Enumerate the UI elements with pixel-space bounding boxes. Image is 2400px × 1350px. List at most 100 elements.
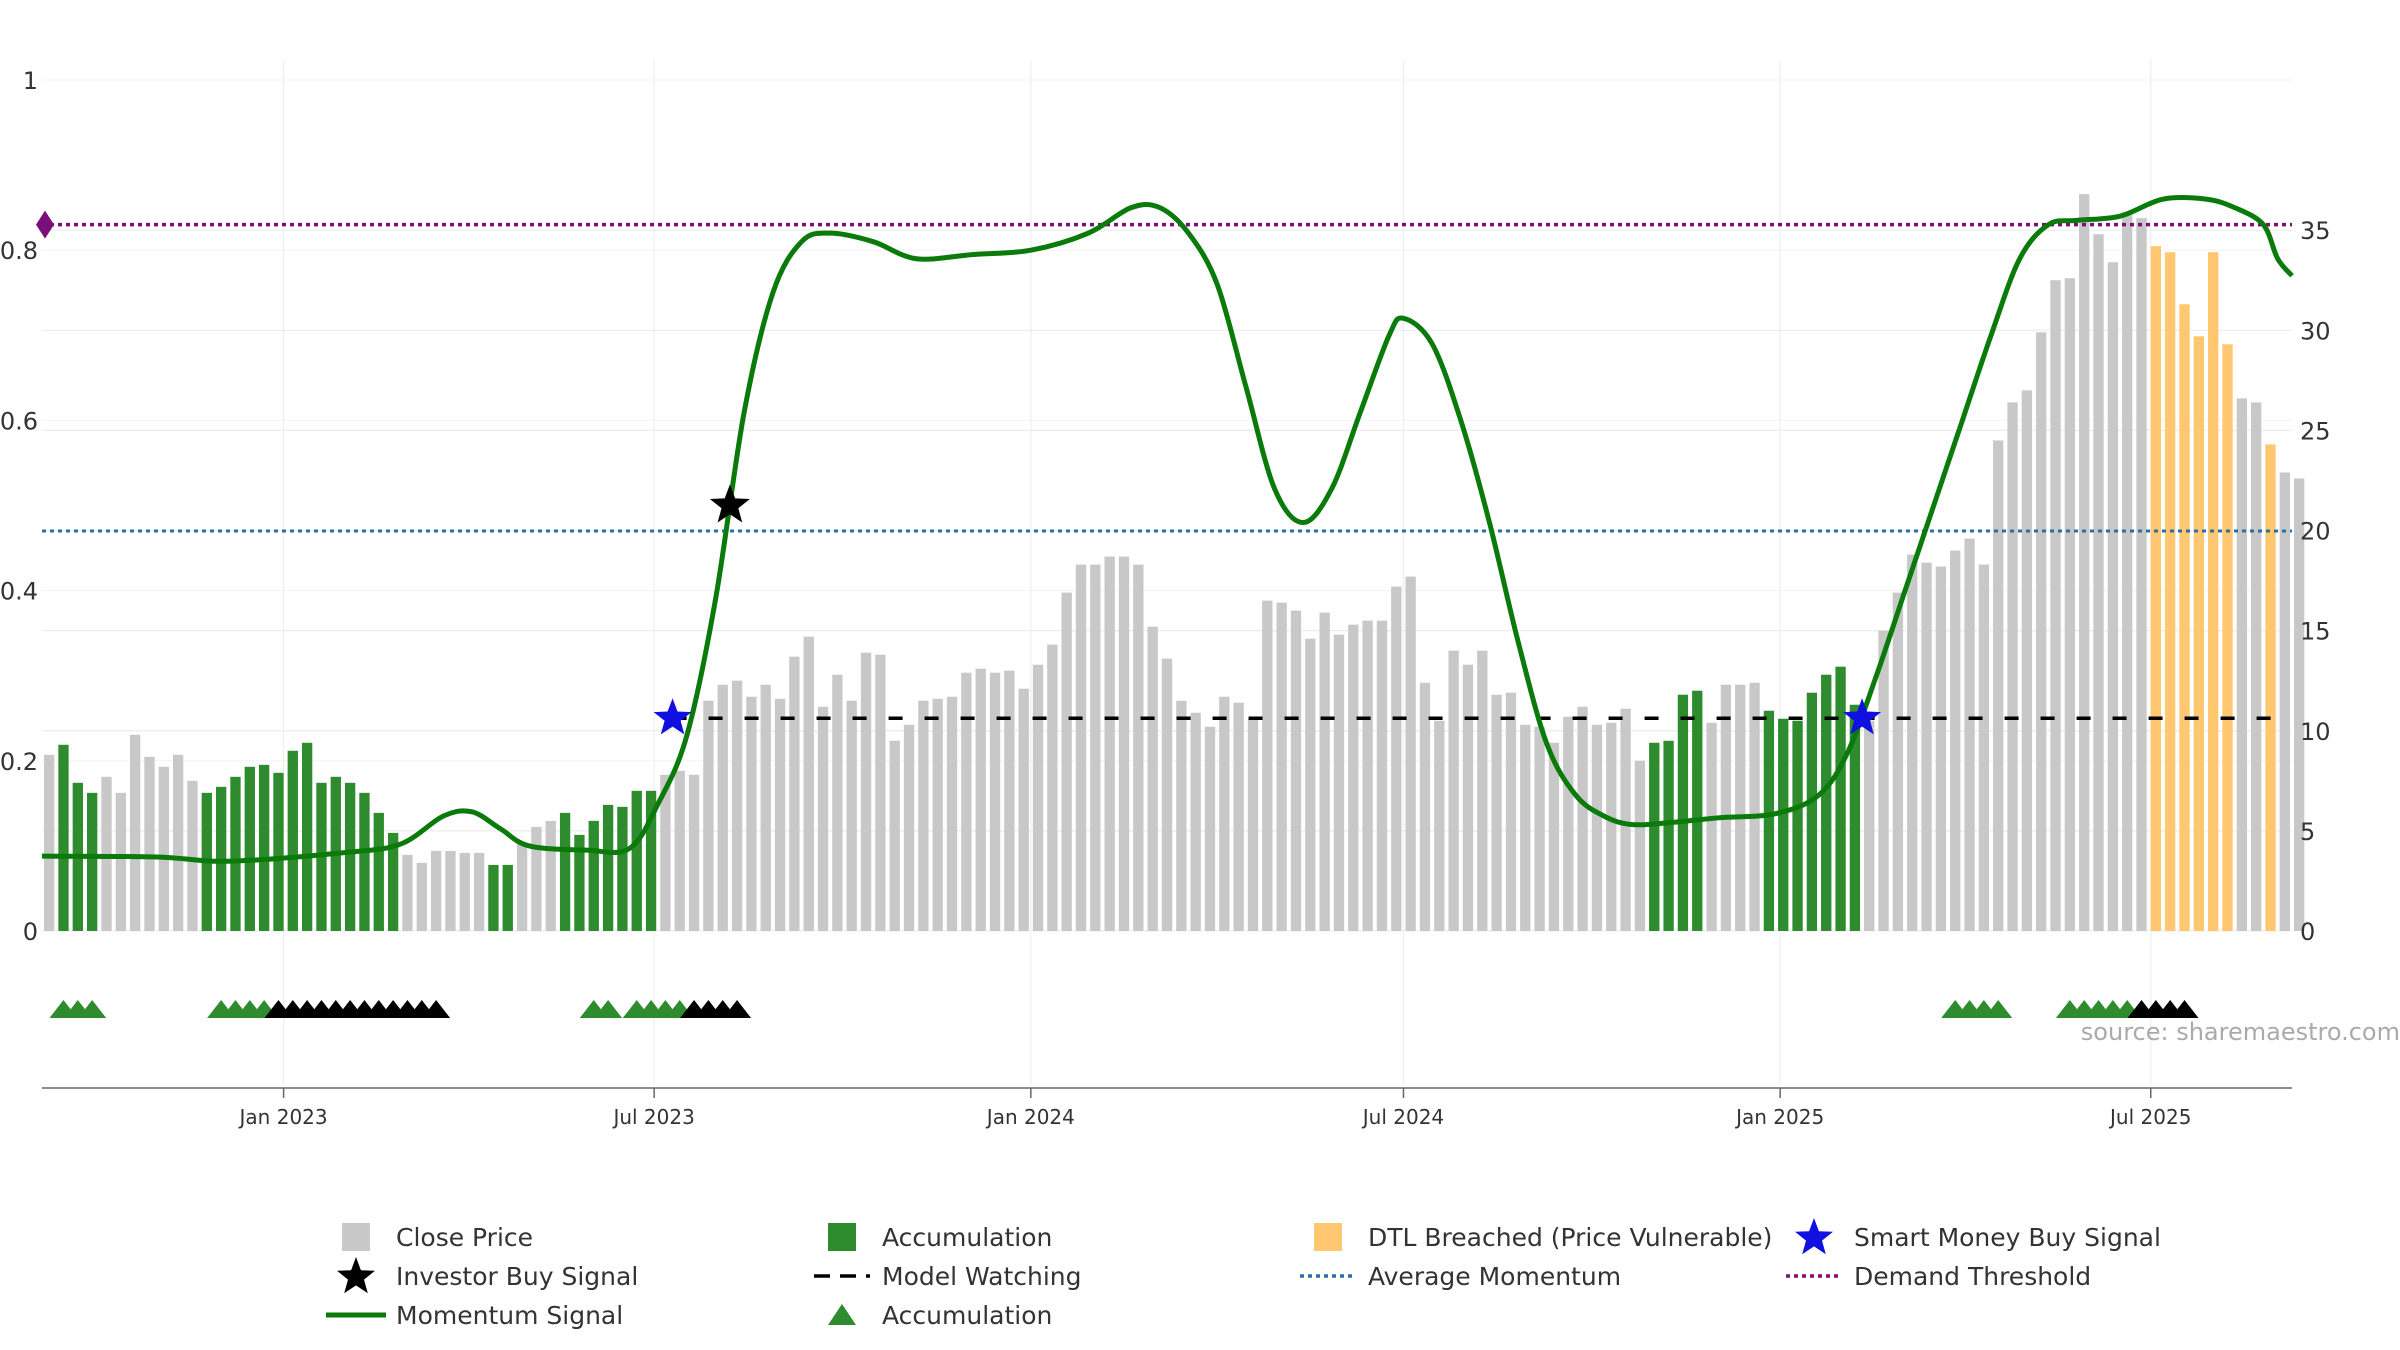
price-bar [1677,694,1689,931]
price-bar [1219,696,1230,931]
demand-threshold-marker [36,210,54,239]
price-bar [158,766,169,931]
right-tick-label: 5 [2300,818,2315,846]
legend-label: Accumulation [882,1301,1052,1330]
legend-label: Accumulation [882,1223,1052,1252]
watch-triangle [2170,1000,2199,1018]
price-bar [1821,674,1832,931]
price-bar [516,842,528,931]
legend-label: Model Watching [882,1262,1082,1291]
smart-money-buy-star [653,698,692,735]
price-bar [1133,564,1144,931]
gridlines [42,79,2292,932]
price-bar [488,864,499,931]
price-bar [1706,722,1717,931]
price-bar [2021,390,2033,931]
price-bar [244,766,255,931]
reference-lines [36,210,2292,720]
x-tick-label: Jan 2024 [985,1105,1075,1129]
price-bar [746,696,757,931]
price-bar [1391,586,1402,931]
left-tick-label: 0 [23,918,38,946]
price-bar [1290,610,1302,931]
price-bar [1319,612,1330,931]
price-bar [1405,576,1416,931]
price-bar [1491,694,1502,931]
legend-label: Momentum Signal [396,1301,623,1330]
price-bar [1735,684,1746,931]
price-bar [87,792,98,931]
price-bar [1190,712,1201,931]
price-bar [889,740,900,931]
price-bar [1505,692,1517,931]
price-bar [2079,194,2090,931]
price-bar [961,672,972,931]
price-bar [459,852,470,931]
price-bar [1004,670,1015,931]
price-bar [975,668,986,931]
price-bar [860,652,872,931]
price-bar [1534,726,1545,931]
legend-symbol-orange-square [1314,1223,1342,1251]
legend-symbol-blue-star [1795,1218,1833,1255]
x-axis: Jan 2023 Jul 2023 Jan 2024 Jul 2024 Jan 2025… [42,1087,2292,1129]
right-tick-label: 0 [2300,918,2315,946]
right-tick-label: 10 [2300,718,2331,746]
price-bar [1993,440,2004,931]
price-bar [2107,262,2119,931]
price-bar [273,772,284,931]
price-bar [545,820,556,931]
price-bar [1434,720,1445,931]
price-bar [344,782,356,931]
price-bar [1620,708,1631,931]
price-bar [846,700,857,931]
price-bar [445,850,456,931]
investor-buy-star [709,484,750,523]
watch-triangle [723,1000,752,1018]
price-bar [1921,562,1932,931]
accumulation-markers [49,1000,2199,1018]
price-bar [1047,644,1058,931]
price-bar [1333,634,1345,931]
price-bar [502,864,513,931]
price-bar [602,804,614,931]
price-bar [1090,564,1101,931]
price-bar [1964,538,1975,931]
price-bar [574,834,585,931]
price-bar [1935,566,1947,931]
price-bar [1147,626,1158,931]
price-bar [1276,602,1287,931]
price-bar [172,754,184,931]
price-bar [946,696,958,931]
price-bar [129,734,141,931]
price-bar [287,750,298,931]
price-bar [2036,332,2047,931]
price-bar [1835,666,1846,931]
price-bar [1362,620,1373,931]
price-bar [1247,718,1259,931]
price-bar [2050,280,2061,931]
legend-label: Average Momentum [1368,1262,1621,1291]
left-tick-label: 0.6 [0,407,38,435]
price-bar [717,684,728,931]
right-tick-label: 15 [2300,618,2331,646]
price-bar [187,780,198,931]
price-bar [588,820,599,931]
price-bar [2122,212,2133,932]
price-bar [1376,620,1388,931]
price-bar [989,672,1001,931]
price-bar [1563,716,1574,931]
price-bar [1849,704,1861,931]
close-price-bars [44,194,2305,932]
price-bar [2064,278,2076,932]
price-bar [1104,556,1115,931]
right-tick-label: 30 [2300,317,2331,345]
x-tick-label: Jan 2023 [238,1105,328,1129]
price-bar [1749,682,1760,931]
price-bar [1075,564,1087,931]
price-bar [1806,692,1818,931]
price-bar [731,680,743,931]
price-bar [1778,718,1789,931]
price-bar [430,850,442,931]
price-bar [2193,336,2205,932]
